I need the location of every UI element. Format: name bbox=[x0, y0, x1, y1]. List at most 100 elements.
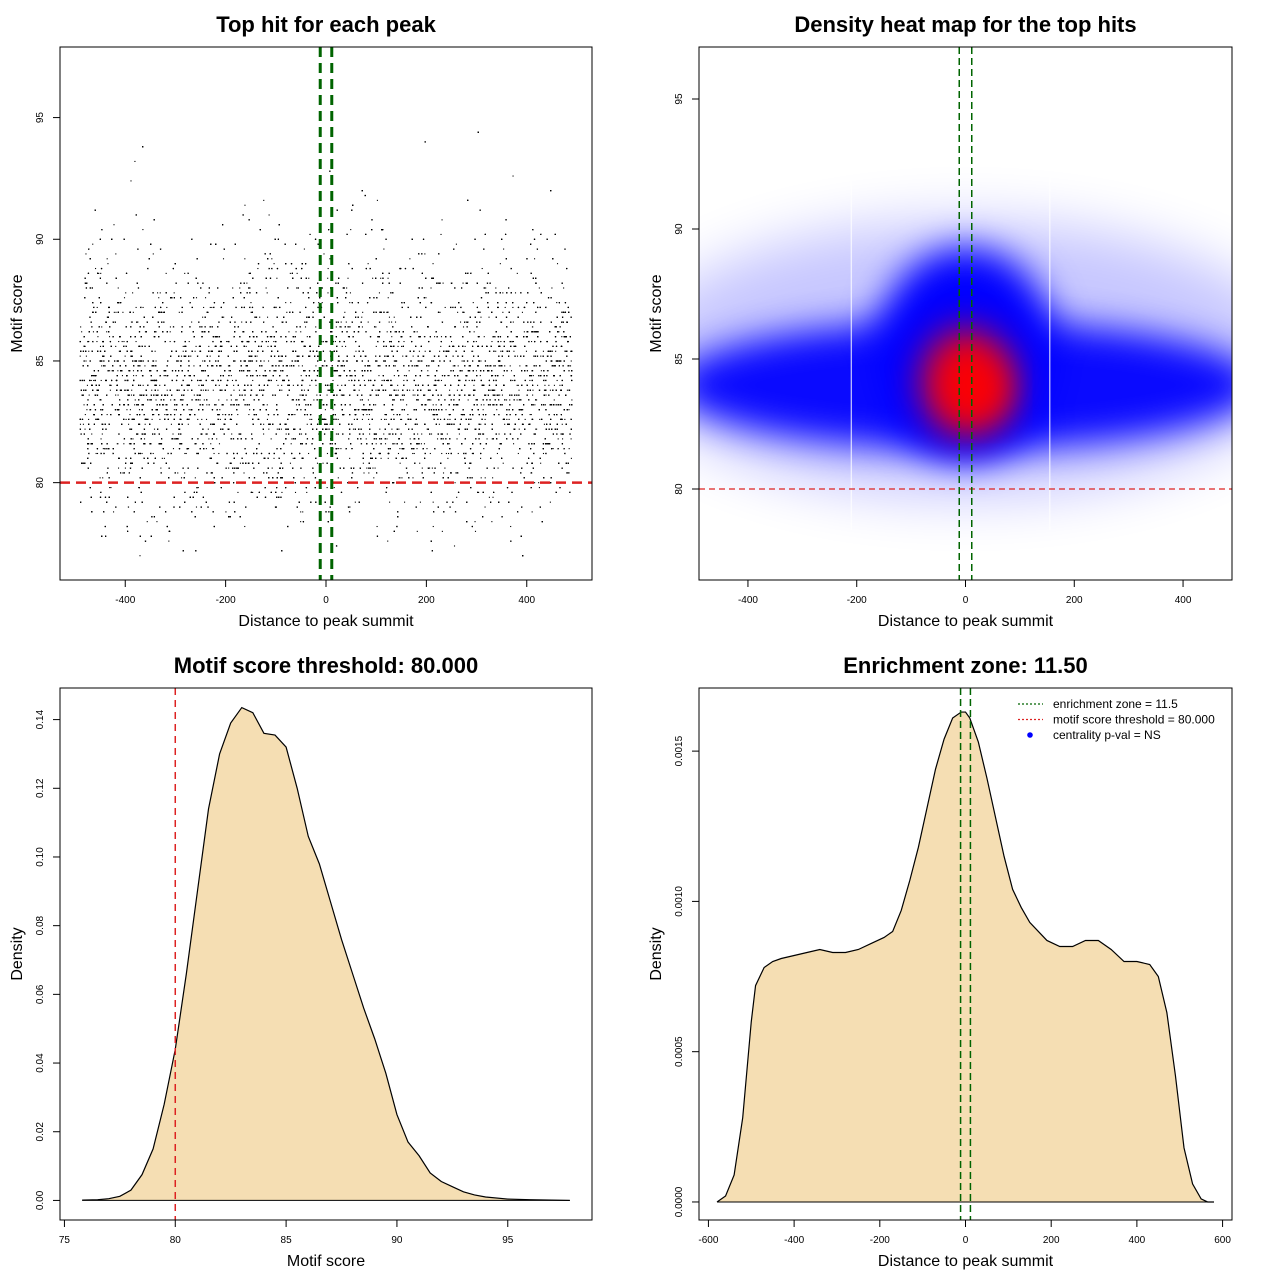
scatter-point bbox=[285, 302, 287, 304]
scatter-point bbox=[204, 297, 207, 299]
scatter-point bbox=[159, 292, 161, 294]
scatter-point bbox=[188, 375, 190, 377]
scatter-point bbox=[222, 414, 224, 416]
scatter-point bbox=[388, 316, 391, 318]
scatter-point bbox=[132, 292, 134, 294]
scatter-point bbox=[367, 321, 369, 323]
scatter-point bbox=[381, 379, 383, 382]
scatter-point bbox=[138, 409, 141, 411]
scatter-point bbox=[88, 418, 90, 420]
scatter-point bbox=[447, 452, 450, 455]
scatter-point bbox=[345, 321, 347, 323]
scatter-point bbox=[523, 331, 525, 333]
scatter-point bbox=[143, 438, 146, 440]
scatter-point bbox=[152, 253, 154, 255]
scatter-point bbox=[172, 433, 174, 435]
scatter-point bbox=[406, 404, 408, 406]
scatter-point bbox=[414, 331, 416, 333]
scatter-point bbox=[323, 365, 325, 367]
scatter-point bbox=[528, 423, 530, 425]
scatter-point bbox=[126, 409, 128, 411]
scatter-point bbox=[462, 282, 464, 284]
scatter-point bbox=[141, 452, 143, 455]
scatter-point bbox=[441, 530, 443, 532]
scatter-point bbox=[428, 375, 430, 377]
scatter-point bbox=[393, 360, 395, 362]
scatter-point bbox=[110, 384, 112, 386]
scatter-point bbox=[505, 399, 508, 401]
scatter-point bbox=[432, 525, 434, 528]
scatter-point bbox=[266, 418, 269, 420]
scatter-point bbox=[400, 418, 402, 420]
scatter-point bbox=[489, 389, 491, 391]
scatter-point bbox=[251, 360, 253, 362]
scatter-point bbox=[91, 433, 93, 435]
scatter-point bbox=[401, 418, 403, 420]
scatter-point bbox=[237, 414, 239, 416]
scatter-point bbox=[549, 501, 551, 503]
scatter-point bbox=[387, 540, 389, 542]
scatter-point bbox=[236, 404, 238, 406]
scatter-point bbox=[351, 448, 353, 450]
scatter-point bbox=[526, 365, 528, 367]
scatter-point bbox=[195, 506, 198, 508]
scatter-point bbox=[337, 477, 339, 479]
scatter-point bbox=[358, 389, 360, 391]
scatter-point bbox=[321, 302, 323, 304]
scatter-point bbox=[300, 521, 302, 523]
scatter-point bbox=[563, 287, 565, 289]
scatter-point bbox=[434, 336, 436, 338]
scatter-point bbox=[398, 477, 400, 479]
scatter-point bbox=[244, 204, 246, 206]
scatter-point bbox=[397, 389, 399, 391]
scatter-point bbox=[206, 472, 208, 474]
scatter-point bbox=[309, 384, 311, 386]
scatter-point bbox=[504, 423, 506, 425]
scatter-point bbox=[346, 287, 348, 289]
scatter-point bbox=[444, 467, 446, 469]
scatter-point bbox=[116, 384, 118, 386]
scatter-point bbox=[167, 414, 169, 416]
scatter-point bbox=[497, 467, 499, 469]
scatter-point bbox=[414, 394, 416, 396]
scatter-point bbox=[80, 326, 82, 328]
scatter-point bbox=[117, 443, 119, 445]
scatter-point bbox=[448, 443, 450, 445]
scatter-point bbox=[426, 448, 428, 450]
scatter-point bbox=[167, 375, 169, 377]
scatter-point bbox=[399, 462, 401, 464]
scatter-point bbox=[95, 452, 97, 455]
scatter-point bbox=[100, 438, 102, 440]
scatter-point bbox=[86, 384, 88, 386]
scatter-point bbox=[403, 379, 405, 382]
scatter-point bbox=[98, 272, 100, 274]
scatter-point bbox=[568, 409, 570, 411]
scatter-point bbox=[134, 399, 136, 401]
scatter-point bbox=[570, 457, 572, 459]
scatter-point bbox=[139, 555, 141, 557]
scatter-point bbox=[295, 404, 298, 406]
scatter-point bbox=[531, 340, 533, 343]
scatter-point bbox=[115, 311, 117, 313]
scatter-point bbox=[263, 423, 265, 425]
scatter-point bbox=[461, 360, 463, 362]
scatter-point bbox=[427, 399, 429, 401]
scatter-point bbox=[289, 272, 291, 274]
scatter-point bbox=[219, 418, 221, 420]
scatter-point bbox=[424, 253, 426, 255]
scatter-point bbox=[340, 321, 342, 323]
scatter-point bbox=[108, 336, 111, 338]
scatter-point bbox=[134, 160, 136, 162]
scatter-point bbox=[491, 521, 493, 523]
scatter-point bbox=[220, 345, 222, 347]
scatter-point bbox=[521, 311, 523, 313]
scatter-point bbox=[206, 472, 208, 474]
scatter-point bbox=[545, 394, 547, 396]
scatter-point bbox=[326, 487, 328, 489]
scatter-point bbox=[102, 423, 104, 425]
scatter-point bbox=[509, 365, 511, 367]
scatter-point bbox=[568, 448, 570, 450]
scatter-point bbox=[107, 263, 109, 265]
scatter-point bbox=[219, 409, 221, 411]
scatter-point bbox=[79, 423, 82, 425]
